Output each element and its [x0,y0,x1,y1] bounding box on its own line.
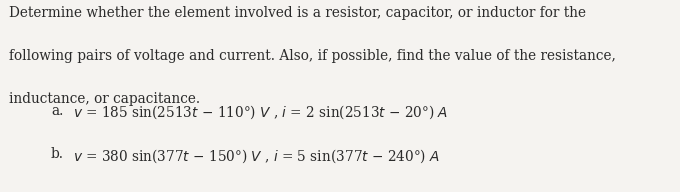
Text: $v$ = 240 cos(377$t$ + 50°) $V$ , $i$ = 3 sin(377$t$ + 140°) $A$: $v$ = 240 cos(377$t$ + 50°) $V$ , $i$ = … [73,190,435,192]
Text: c.: c. [51,190,63,192]
Text: $v$ = 380 sin(377$t$ − 150°) $V$ , $i$ = 5 sin(377$t$ − 240°) $A$: $v$ = 380 sin(377$t$ − 150°) $V$ , $i$ =… [73,147,441,165]
Text: Determine whether the element involved is a resistor, capacitor, or inductor for: Determine whether the element involved i… [9,6,586,20]
Text: following pairs of voltage and current. Also, if possible, find the value of the: following pairs of voltage and current. … [9,49,615,63]
Text: $v$ = 185 sin(2513$t$ − 110°) $V$ , $i$ = 2 sin(2513$t$ − 20°) $A$: $v$ = 185 sin(2513$t$ − 110°) $V$ , $i$ … [73,104,449,121]
Text: b.: b. [51,147,64,161]
Text: a.: a. [51,104,63,118]
Text: inductance, or capacitance.: inductance, or capacitance. [9,92,200,106]
